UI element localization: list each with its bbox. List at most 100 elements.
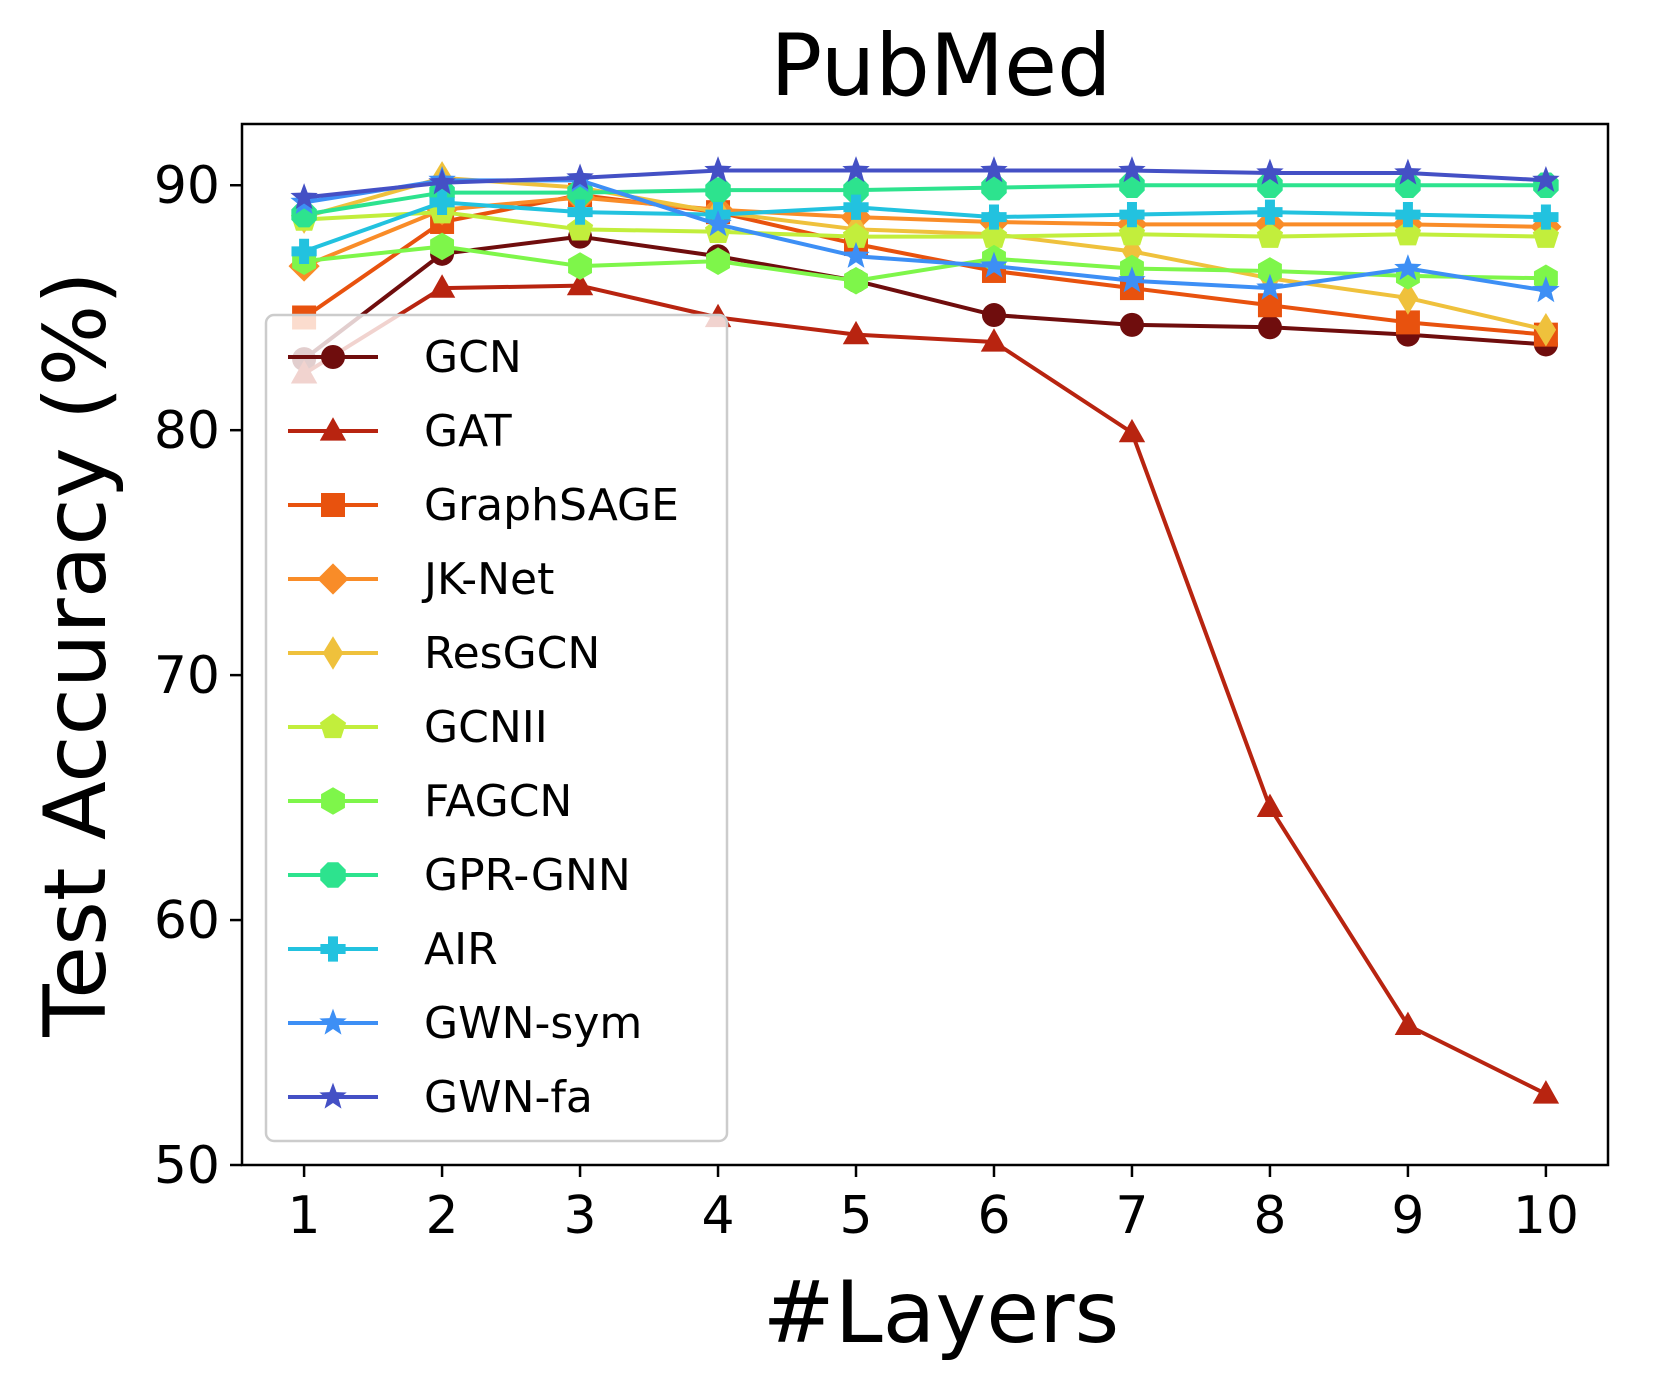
x-tick-label: 2 xyxy=(426,1186,459,1246)
legend-item-gcn: GCN xyxy=(288,332,522,383)
series-line xyxy=(302,234,1547,361)
data-point xyxy=(980,328,1008,352)
legend-item-gwn-sym: GWN-sym xyxy=(288,998,642,1049)
data-point xyxy=(1535,312,1557,347)
legend-label: GPR-GNN xyxy=(424,850,631,901)
data-point xyxy=(1258,257,1282,285)
series-gwn-fa xyxy=(290,156,1560,210)
data-point xyxy=(842,320,870,345)
legend-label: GCNII xyxy=(424,702,548,753)
x-tick-label: 7 xyxy=(1115,1186,1148,1246)
legend-item-air: AIR xyxy=(288,924,498,975)
legend-box xyxy=(264,313,729,1143)
y-tick-label: 70 xyxy=(154,646,220,706)
series-line xyxy=(303,195,1546,268)
data-point xyxy=(704,210,732,237)
data-point xyxy=(705,177,731,203)
legend-item-resgcn: ResGCN xyxy=(288,628,600,679)
data-point xyxy=(842,156,870,183)
data-point xyxy=(1256,793,1284,817)
legend-marker xyxy=(319,1082,347,1109)
data-point xyxy=(1257,293,1282,318)
data-point xyxy=(566,215,594,241)
series-line xyxy=(303,244,1546,283)
data-point xyxy=(1532,276,1560,303)
series-line xyxy=(303,210,1546,239)
data-point xyxy=(1118,220,1146,246)
x-tick-label: 9 xyxy=(1391,1186,1424,1246)
legend-label: GraphSAGE xyxy=(424,480,679,531)
legend-label: AIR xyxy=(424,924,498,975)
data-point xyxy=(1119,202,1145,228)
data-point xyxy=(1119,312,1144,337)
data-point xyxy=(430,232,455,261)
data-point xyxy=(1394,220,1422,246)
y-tick-label: 80 xyxy=(154,401,220,461)
data-point xyxy=(1256,273,1284,300)
data-point xyxy=(429,189,455,215)
data-point xyxy=(1257,199,1283,225)
legend-marker xyxy=(319,713,347,739)
data-point xyxy=(842,222,870,248)
data-point xyxy=(1397,281,1419,315)
y-tick-label: 90 xyxy=(154,156,220,216)
data-point xyxy=(981,204,1007,230)
legend-marker xyxy=(321,345,345,369)
x-tick-label: 5 xyxy=(839,1186,872,1246)
legend-label: GCN xyxy=(424,332,522,383)
plot-frame xyxy=(240,122,1610,1167)
x-tick-label: 1 xyxy=(288,1186,321,1246)
legend-marker xyxy=(322,636,344,670)
data-point xyxy=(291,238,317,264)
data-point xyxy=(843,177,869,203)
legend-item-gcnii: GCNII xyxy=(288,702,548,753)
legend-marker xyxy=(320,936,346,962)
x-tick-label: 6 xyxy=(977,1186,1010,1246)
data-point xyxy=(567,199,593,225)
data-point xyxy=(706,247,730,275)
data-point xyxy=(1532,165,1560,192)
data-point xyxy=(428,168,456,195)
legend-item-jk-net: JK-Net xyxy=(288,554,554,605)
x-tick-label: 8 xyxy=(1253,1186,1286,1246)
legend-label: GAT xyxy=(424,406,512,457)
data-point xyxy=(1394,1011,1422,1035)
data-point xyxy=(1118,418,1146,443)
data-point xyxy=(428,274,456,298)
legend-marker xyxy=(321,787,345,815)
data-point xyxy=(1118,156,1146,183)
data-point xyxy=(1257,315,1282,340)
data-point xyxy=(843,194,869,220)
data-point xyxy=(981,303,1006,328)
series-gat xyxy=(290,271,1560,1104)
data-point xyxy=(1532,1080,1560,1104)
data-point xyxy=(1395,202,1421,228)
series-air xyxy=(291,189,1559,264)
data-point xyxy=(844,266,868,295)
legend-marker xyxy=(321,493,345,517)
data-point xyxy=(704,156,732,183)
series-line xyxy=(303,283,1547,1096)
y-tick-label: 60 xyxy=(154,891,220,951)
y-axis-label: Test Accuracy (%) xyxy=(26,271,126,1037)
series-line xyxy=(303,168,1547,200)
data-point xyxy=(1118,266,1146,293)
data-point xyxy=(568,252,592,280)
data-point xyxy=(981,174,1007,201)
legend-item-gwn-fa: GWN-fa xyxy=(288,1072,593,1123)
legend-label: GWN-sym xyxy=(424,998,642,1049)
chart-title: PubMed xyxy=(770,16,1111,116)
data-point xyxy=(980,222,1008,248)
legend-marker xyxy=(317,563,349,595)
y-tick-label: 50 xyxy=(154,1136,220,1196)
data-point xyxy=(566,271,594,296)
data-point xyxy=(1533,204,1559,230)
legend-label: FAGCN xyxy=(424,776,572,827)
legend-item-gat: GAT xyxy=(288,406,512,457)
legend-item-graphsage: GraphSAGE xyxy=(288,480,679,531)
data-point xyxy=(1532,222,1560,248)
data-point xyxy=(290,183,318,210)
legend-label: GWN-fa xyxy=(424,1072,593,1123)
x-tick-label: 4 xyxy=(701,1186,734,1246)
x-tick-label: 3 xyxy=(564,1186,597,1246)
